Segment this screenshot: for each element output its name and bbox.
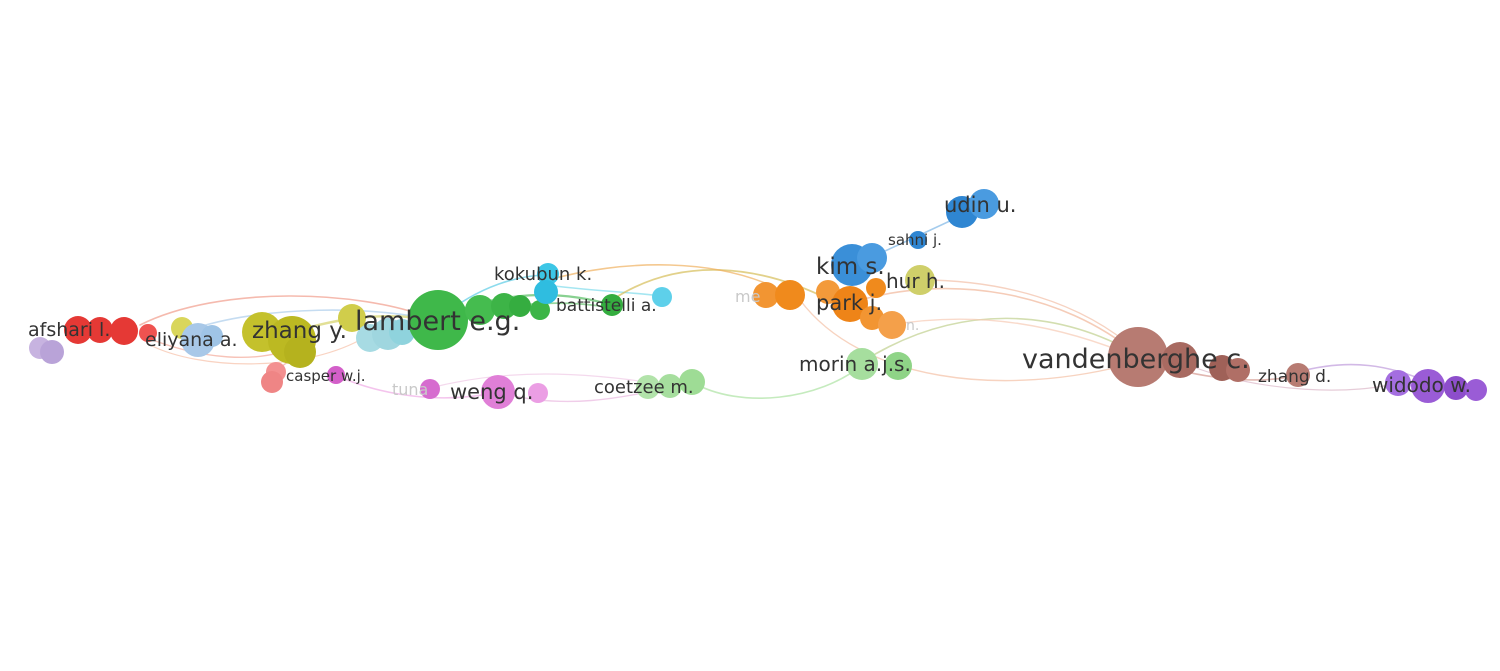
node-morin-2[interactable] [884, 352, 912, 380]
edge-park-vandenberghe [859, 287, 1139, 356]
label-coetzee: coetzee m. [594, 377, 694, 398]
label-vandenberghe: vandenberghe c. [1022, 344, 1250, 375]
edge-hur-vandenberghe [919, 279, 1139, 353]
node-red-4[interactable] [139, 324, 157, 342]
label-parkj2: n. [906, 318, 919, 334]
node-tuna[interactable] [420, 379, 440, 399]
label-morin: morin a.j.s. [799, 352, 911, 376]
label-widodo: widodo w. [1372, 373, 1471, 397]
node-red-2[interactable] [87, 317, 113, 343]
node-pink-2[interactable] [261, 371, 283, 393]
node-afshari[interactable] [64, 316, 92, 344]
label-sahni: sahni j. [888, 231, 942, 249]
edge-kokubun-orange [547, 264, 791, 296]
node-weng[interactable] [481, 375, 515, 409]
label-tuna: tuna [392, 380, 428, 399]
edge-eliyana-zhang-low [149, 339, 361, 365]
label-lambert: lambert e.g. [355, 306, 520, 337]
node-zhangd[interactable] [1286, 363, 1310, 387]
node-lightblue-2[interactable] [201, 325, 223, 347]
node-red-3[interactable] [110, 317, 138, 345]
label-kims: kim s. [816, 254, 885, 280]
node-coetzee-1[interactable] [636, 375, 660, 399]
edge-kokubun-battistelli [547, 284, 663, 297]
edge-morin-vandenberghe [861, 317, 1139, 363]
node-orange-7[interactable] [866, 278, 886, 298]
node-lavender-2[interactable] [40, 340, 64, 364]
node-udin[interactable] [969, 189, 999, 219]
node-casper[interactable] [327, 366, 345, 384]
node-parkj[interactable] [832, 286, 868, 322]
node-battistelli[interactable] [601, 294, 623, 316]
edge-casper-weng [334, 374, 499, 399]
node-green-2[interactable] [465, 295, 495, 325]
node-lambert[interactable] [408, 290, 468, 350]
node-coetzee-2[interactable] [658, 374, 682, 398]
label-meyer: me [735, 287, 760, 306]
edge-afshari-lambert [139, 295, 431, 326]
node-morin[interactable] [846, 348, 878, 380]
node-widodo-4[interactable] [1465, 379, 1487, 401]
node-olive-4[interactable] [338, 304, 366, 332]
node-meyer[interactable] [753, 282, 779, 308]
node-green-5[interactable] [530, 300, 550, 320]
node-cyan-3[interactable] [389, 319, 415, 345]
node-green-4[interactable] [509, 295, 531, 317]
node-orange-2[interactable] [775, 280, 805, 310]
network-nodes [29, 189, 1487, 409]
node-magenta-3[interactable] [528, 383, 548, 403]
label-zhangy: zhang y. [252, 318, 347, 344]
node-kokubun[interactable] [537, 263, 559, 285]
label-hur: hur h. [886, 269, 945, 293]
node-widodo-1[interactable] [1385, 370, 1411, 396]
label-zhangd: zhang d. [1258, 367, 1331, 387]
node-brown-4[interactable] [1226, 358, 1250, 382]
node-orange-5[interactable] [860, 306, 884, 330]
label-parkj: park j. [816, 291, 882, 315]
node-hur[interactable] [905, 265, 935, 295]
node-aqua-3[interactable] [652, 287, 672, 307]
label-casper: casper w.j. [286, 367, 366, 385]
node-widodo-3[interactable] [1444, 376, 1468, 400]
node-coetzee[interactable] [679, 369, 705, 395]
node-sahni[interactable] [909, 231, 927, 249]
node-blue-2[interactable] [857, 243, 887, 273]
label-udin: udin u. [944, 193, 1016, 217]
node-green-3[interactable] [491, 293, 517, 319]
label-weng: weng q. [450, 380, 533, 404]
label-battistelli: battistelli a. [556, 296, 657, 316]
edge-coetzee-morin [691, 364, 863, 399]
node-orange-6[interactable] [878, 311, 906, 339]
node-zhangy-3[interactable] [284, 336, 316, 368]
edge-orange-vandenberghe-low [799, 299, 1139, 382]
node-brown-2[interactable] [1162, 342, 1198, 378]
node-vandenberghe[interactable] [1108, 327, 1168, 387]
label-kokubun: kokubun k. [494, 264, 592, 285]
node-widodo[interactable] [1411, 369, 1445, 403]
edge-park-vandenberghe-2 [889, 318, 1139, 359]
label-eliyana: eliyana a. [145, 329, 238, 351]
node-aqua-2[interactable] [534, 280, 558, 304]
label-afshari: afshari l. [28, 319, 110, 341]
network-labels: afshari l. eliyana a. zhang y. lambert e… [28, 193, 1471, 404]
